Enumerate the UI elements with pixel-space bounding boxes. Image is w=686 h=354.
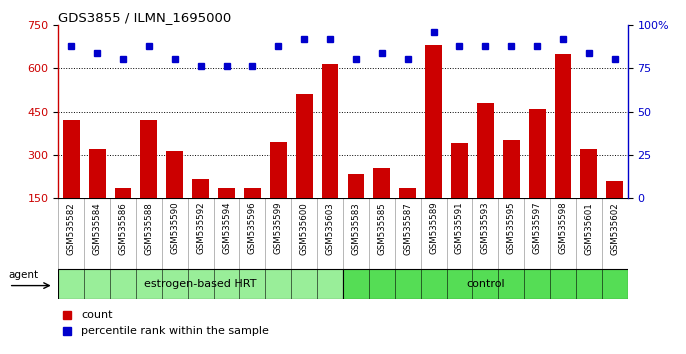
Text: GSM535596: GSM535596	[248, 202, 257, 255]
Text: control: control	[466, 279, 505, 289]
Bar	[115, 188, 132, 242]
Bar	[63, 120, 80, 242]
Text: GSM535582: GSM535582	[67, 202, 75, 255]
Bar	[218, 188, 235, 242]
Text: GSM535595: GSM535595	[507, 202, 516, 255]
Bar	[399, 188, 416, 242]
Text: GSM535592: GSM535592	[196, 202, 205, 255]
Bar	[167, 150, 183, 242]
Bar	[322, 64, 338, 242]
Text: percentile rank within the sample: percentile rank within the sample	[81, 326, 269, 336]
Text: GSM535598: GSM535598	[558, 202, 567, 255]
Bar	[348, 174, 364, 242]
Text: GSM535597: GSM535597	[532, 202, 542, 255]
Text: GSM535600: GSM535600	[300, 202, 309, 255]
Text: GSM535603: GSM535603	[326, 202, 335, 255]
Bar	[192, 179, 209, 242]
Bar	[503, 141, 519, 242]
Text: GSM535599: GSM535599	[274, 202, 283, 254]
Bar	[425, 45, 442, 242]
Bar	[296, 94, 313, 242]
Bar	[580, 149, 598, 242]
Text: GSM535594: GSM535594	[222, 202, 231, 255]
Text: estrogen-based HRT: estrogen-based HRT	[145, 279, 257, 289]
Text: GDS3855 / ILMN_1695000: GDS3855 / ILMN_1695000	[58, 11, 232, 24]
Text: GSM535583: GSM535583	[351, 202, 360, 255]
Bar	[373, 168, 390, 242]
Text: count: count	[81, 310, 113, 320]
Text: GSM535584: GSM535584	[93, 202, 102, 255]
Text: GSM535590: GSM535590	[170, 202, 179, 255]
Bar	[451, 143, 468, 242]
Text: agent: agent	[9, 270, 39, 280]
Bar	[343, 269, 628, 299]
Bar	[554, 54, 571, 242]
Bar	[529, 109, 545, 242]
Text: GSM535602: GSM535602	[611, 202, 619, 255]
Text: GSM535585: GSM535585	[377, 202, 386, 255]
Text: GSM535588: GSM535588	[144, 202, 154, 255]
Text: GSM535587: GSM535587	[403, 202, 412, 255]
Bar	[141, 120, 157, 242]
Bar	[58, 269, 343, 299]
Bar	[88, 149, 106, 242]
Text: GSM535591: GSM535591	[455, 202, 464, 255]
Text: GSM535593: GSM535593	[481, 202, 490, 255]
Text: GSM535589: GSM535589	[429, 202, 438, 255]
Text: GSM535586: GSM535586	[119, 202, 128, 255]
Text: GSM535601: GSM535601	[584, 202, 593, 255]
Bar	[270, 142, 287, 242]
Bar	[477, 103, 494, 242]
Bar	[244, 188, 261, 242]
Bar	[606, 181, 623, 242]
